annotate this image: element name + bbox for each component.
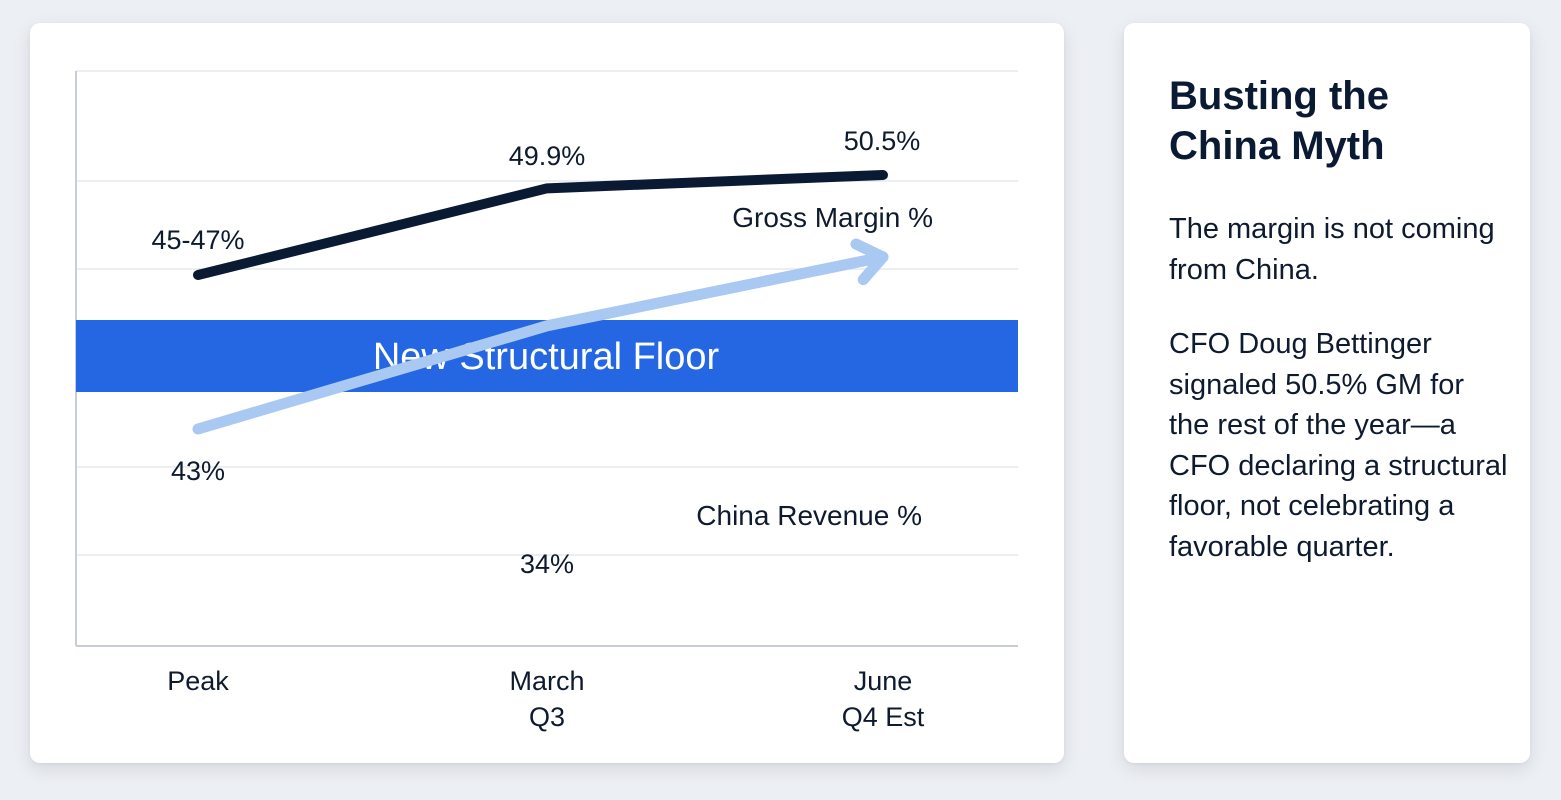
x-tick-label-q4-est: Q4 Est xyxy=(842,702,925,732)
x-tick-label-q3: Q3 xyxy=(529,702,565,732)
arrowhead-china-revenue xyxy=(850,238,889,286)
x-tick-label-peak: Peak xyxy=(167,666,229,696)
insight-panel: Busting the China Myth The margin is not… xyxy=(1124,23,1530,763)
chart-card: New Structural Floor Peak March Q3 June … xyxy=(30,23,1064,763)
panel-paragraph-1: The margin is not coming from China. xyxy=(1169,213,1495,286)
series-marks xyxy=(192,170,889,435)
structural-floor-band xyxy=(76,320,1018,392)
x-axis-labels: Peak March Q3 June Q4 Est xyxy=(167,666,925,732)
data-labels: 45-47% 49.9% 50.5% 43% 34% xyxy=(151,126,920,579)
data-label-china-march: 34% xyxy=(520,549,574,579)
panel-paragraph-2: CFO Doug Bettinger signaled 50.5% GM for… xyxy=(1169,328,1508,563)
x-tick-label-march: March xyxy=(509,666,584,696)
panel-title: Busting the China Myth xyxy=(1169,74,1389,168)
series-label-china-revenue: China Revenue % xyxy=(696,500,922,531)
series-labels: Gross Margin % China Revenue % xyxy=(696,202,933,531)
series-line-china-revenue xyxy=(192,251,889,435)
data-label-gm-june: 50.5% xyxy=(844,126,921,156)
series-line-gross-margin xyxy=(193,170,888,280)
data-label-gm-peak: 45-47% xyxy=(151,225,244,255)
data-label-gm-march: 49.9% xyxy=(509,141,586,171)
line-chart: New Structural Floor Peak March Q3 June … xyxy=(75,70,1018,732)
x-tick-label-june: June xyxy=(854,666,913,696)
series-label-gross-margin: Gross Margin % xyxy=(732,202,933,233)
data-label-china-peak: 43% xyxy=(171,456,225,486)
